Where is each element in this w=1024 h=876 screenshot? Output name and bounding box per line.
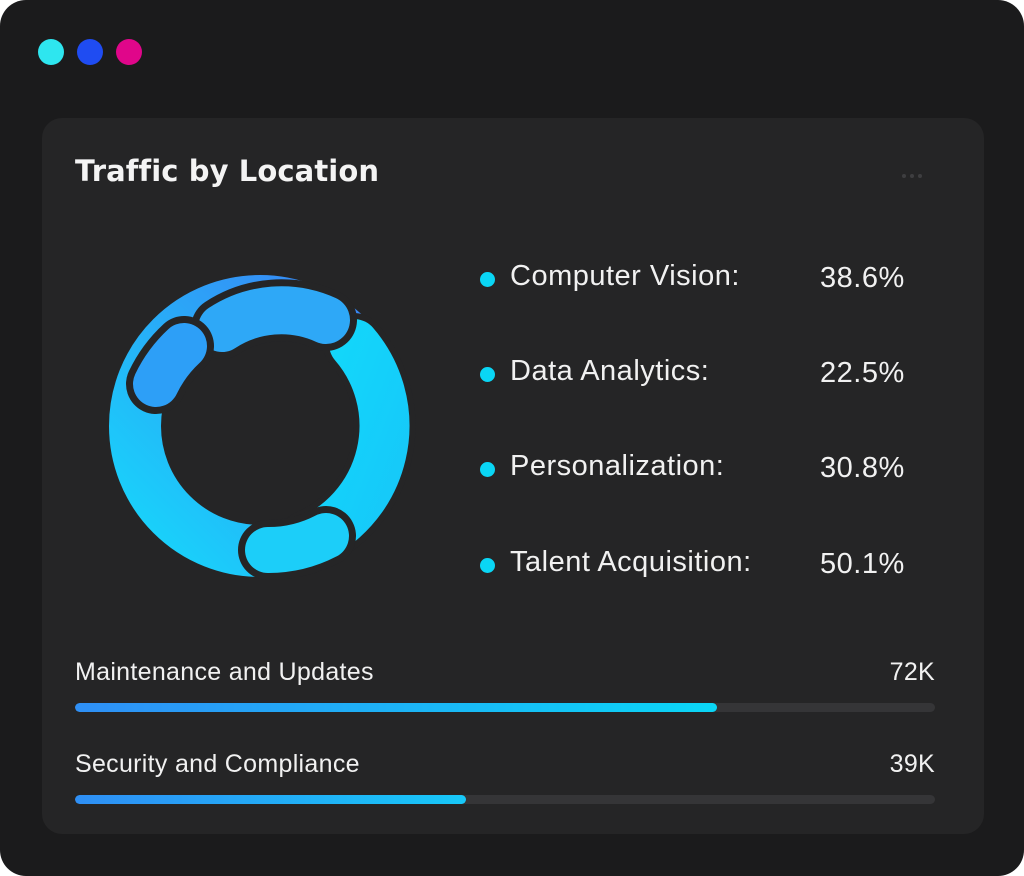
legend-value: 50.1% [820, 548, 905, 580]
legend-value: 30.8% [820, 452, 905, 484]
legend-item[interactable]: Computer Vision: 38.6% [478, 254, 918, 304]
more-dot [910, 174, 914, 178]
window-control-blue[interactable] [77, 39, 103, 65]
metric-security: Security and Compliance 39K [75, 750, 935, 810]
card-title: Traffic by Location [75, 154, 380, 188]
legend-dot-icon [480, 462, 495, 477]
progress-track [75, 703, 935, 712]
legend-dot-icon [480, 558, 495, 573]
metric-value: 39K [889, 750, 935, 778]
legend-label: Personalization: [510, 450, 725, 482]
metric-label: Maintenance and Updates [75, 658, 374, 686]
legend-dot-icon [480, 272, 495, 287]
more-dot [918, 174, 922, 178]
legend-item[interactable]: Personalization: 30.8% [478, 444, 918, 494]
traffic-card: Traffic by Location [42, 118, 984, 834]
more-horizontal-icon [902, 174, 906, 178]
progress-fill [75, 795, 467, 804]
progress-track [75, 795, 935, 804]
legend-label: Computer Vision: [510, 260, 740, 292]
legend-label: Data Analytics: [510, 355, 710, 387]
window-controls [38, 39, 142, 65]
legend-item[interactable]: Data Analytics: 22.5% [478, 349, 918, 399]
window-control-cyan[interactable] [38, 39, 64, 65]
legend-label: Talent Acquisition: [510, 546, 752, 578]
metric-value: 72K [889, 658, 935, 686]
legend-dot-icon [480, 367, 495, 382]
legend-value: 38.6% [820, 262, 905, 294]
metric-maintenance: Maintenance and Updates 72K [75, 658, 935, 718]
window-control-magenta[interactable] [116, 39, 142, 65]
progress-fill [75, 703, 717, 712]
more-options-button[interactable] [894, 164, 930, 188]
donut-chart [109, 275, 416, 581]
legend-value: 22.5% [820, 357, 905, 389]
legend-item[interactable]: Talent Acquisition: 50.1% [478, 540, 918, 590]
metric-label: Security and Compliance [75, 750, 360, 778]
